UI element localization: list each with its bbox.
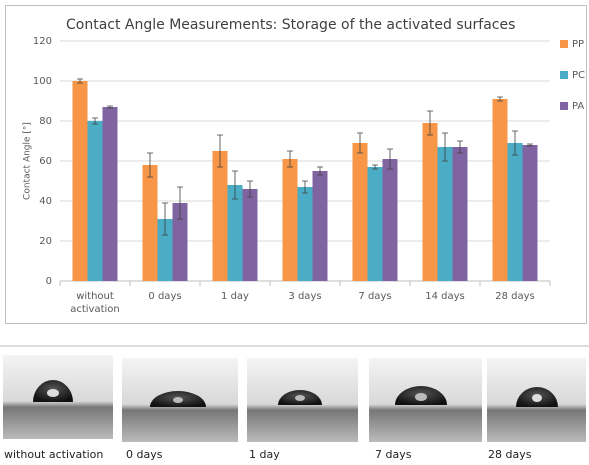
photo-caption: 7 days bbox=[375, 448, 411, 461]
y-axis-label: Contact Angle [°] bbox=[23, 122, 33, 200]
photo-caption: 0 days bbox=[126, 448, 162, 461]
photo-caption: 1 day bbox=[249, 448, 280, 461]
x-tick-label: 7 days bbox=[342, 290, 408, 303]
bar bbox=[523, 145, 538, 281]
x-tick-label: 3 days bbox=[272, 290, 338, 303]
chart: Contact Angle Measurements: Storage of t… bbox=[0, 0, 589, 340]
y-tick-label: 60 bbox=[39, 156, 52, 167]
x-tick-label: without activation bbox=[62, 290, 128, 316]
bar bbox=[313, 171, 328, 281]
bar bbox=[423, 123, 438, 281]
bar bbox=[143, 165, 158, 281]
bar bbox=[353, 143, 368, 281]
x-tick-label: 1 day bbox=[202, 290, 268, 303]
x-tick-label: 0 days bbox=[132, 290, 198, 303]
bar bbox=[383, 159, 398, 281]
chart-title: Contact Angle Measurements: Storage of t… bbox=[66, 17, 515, 33]
y-tick-label: 120 bbox=[33, 36, 52, 47]
legend-label: PA bbox=[572, 101, 584, 112]
photo bbox=[369, 358, 482, 442]
legend-swatch bbox=[560, 71, 568, 79]
photos bbox=[0, 345, 589, 465]
bar bbox=[88, 121, 103, 281]
x-tick-label: 28 days bbox=[482, 290, 548, 303]
y-tick-label: 0 bbox=[46, 276, 52, 287]
legend-label: PP bbox=[572, 39, 584, 50]
x-tick-label: 14 days bbox=[412, 290, 478, 303]
bar bbox=[298, 187, 313, 281]
bar bbox=[453, 147, 468, 281]
bar bbox=[283, 159, 298, 281]
y-tick-label: 40 bbox=[39, 196, 52, 207]
bar bbox=[368, 167, 383, 281]
bar bbox=[103, 107, 118, 281]
legend-label: PC bbox=[572, 70, 585, 81]
bar bbox=[73, 81, 88, 281]
photo bbox=[122, 358, 238, 442]
y-tick-label: 100 bbox=[33, 76, 52, 87]
legend-swatch bbox=[560, 102, 568, 110]
bar bbox=[243, 189, 258, 281]
y-tick-label: 80 bbox=[39, 116, 52, 127]
bar bbox=[493, 99, 508, 281]
bar bbox=[508, 143, 523, 281]
photo bbox=[487, 358, 586, 442]
y-tick-label: 20 bbox=[39, 236, 52, 247]
bar bbox=[438, 147, 453, 281]
legend-swatch bbox=[560, 40, 568, 48]
page: Contact Angle Measurements: Storage of t… bbox=[0, 0, 589, 465]
photo bbox=[3, 355, 113, 439]
photo-caption: 28 days bbox=[488, 448, 531, 461]
photo bbox=[247, 358, 358, 442]
photo-caption: without activation bbox=[4, 448, 103, 461]
bar bbox=[213, 151, 228, 281]
